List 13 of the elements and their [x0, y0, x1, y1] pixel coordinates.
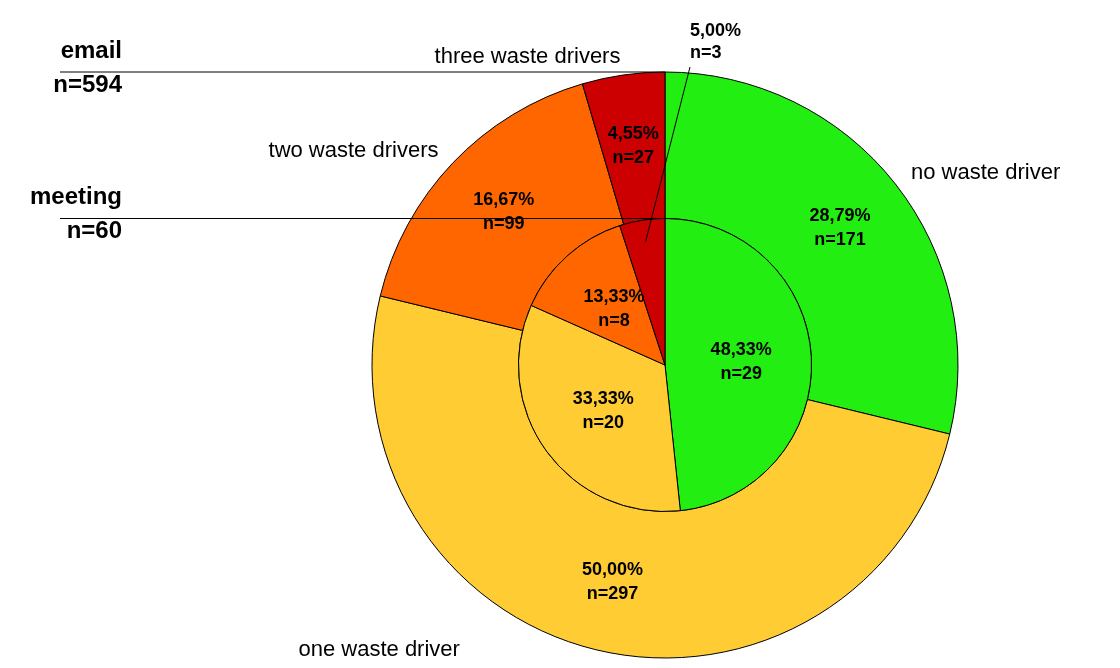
- data-label: 4,55% n=27: [607, 122, 659, 167]
- data-label: 33,33% n=20: [572, 387, 634, 432]
- slice-label: no waste driver: [911, 159, 1061, 185]
- slice-label: three waste drivers: [434, 42, 621, 68]
- slice-label: email n=594: [53, 35, 123, 97]
- data-label: 48,33% n=29: [710, 339, 772, 384]
- data-label: 28,79% n=171: [809, 205, 871, 250]
- data-label: 5,00% n=3: [690, 20, 742, 62]
- data-label: 50,00% n=297: [581, 559, 644, 604]
- slice-label: meeting n=60: [29, 182, 122, 243]
- slice-label: one waste driver: [298, 635, 460, 661]
- data-label: 16,67% n=99: [473, 189, 535, 234]
- slice-label: two waste drivers: [268, 136, 439, 162]
